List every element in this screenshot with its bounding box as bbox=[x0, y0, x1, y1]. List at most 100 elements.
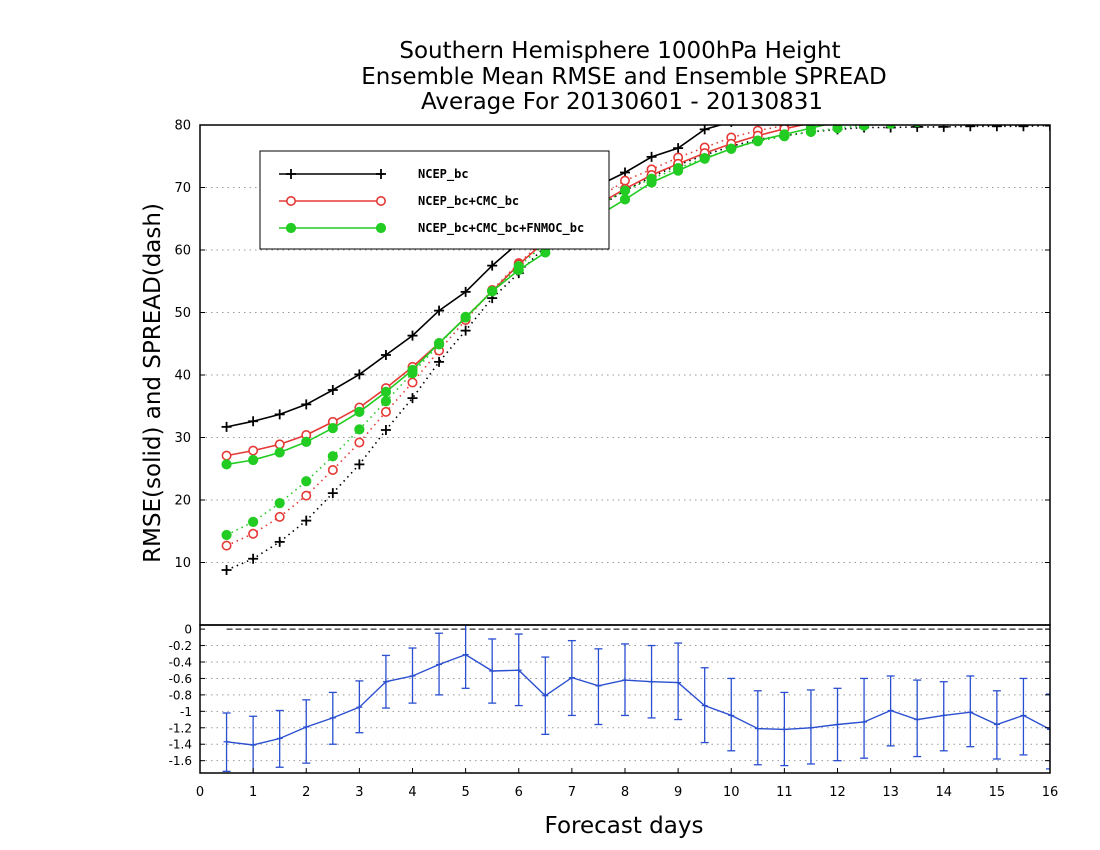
data-point-plus bbox=[568, 674, 575, 681]
y-tick-label: 50 bbox=[174, 306, 191, 321]
data-point-filled-circle bbox=[327, 451, 338, 462]
x-tick-label: 6 bbox=[515, 785, 523, 800]
data-point-open-circle bbox=[274, 511, 285, 522]
data-point-plus bbox=[859, 98, 869, 108]
data-point-plus bbox=[248, 416, 259, 427]
data-point-filled-circle bbox=[966, 95, 975, 104]
data-point-plus bbox=[1045, 76, 1055, 86]
x-tick-label: 12 bbox=[829, 785, 846, 800]
y-tick-label: 80 bbox=[174, 119, 191, 134]
legend-entry: NCEP_bc+CMC_bc bbox=[279, 194, 519, 209]
y-tick-label: -1.6 bbox=[169, 754, 192, 768]
data-point-plus bbox=[382, 678, 389, 685]
data-point-open-circle bbox=[221, 450, 232, 461]
data-point-plus bbox=[221, 421, 232, 432]
legend-label: NCEP_bc bbox=[418, 167, 469, 182]
x-tick-label: 15 bbox=[989, 785, 1006, 800]
data-point-filled-circle bbox=[380, 396, 392, 407]
data-point-plus bbox=[622, 677, 628, 684]
data-point-open-circle bbox=[833, 113, 841, 121]
data-point-filled-circle bbox=[886, 107, 895, 116]
series-line-rmse bbox=[226, 125, 724, 428]
y-tick-label: 20 bbox=[174, 494, 191, 509]
data-point-plus bbox=[276, 735, 283, 742]
data-point-open-circle bbox=[1019, 90, 1027, 98]
data-point-plus bbox=[887, 707, 894, 714]
data-point-filled-circle bbox=[885, 125, 896, 129]
data-point-plus bbox=[1020, 712, 1027, 719]
data-point-plus bbox=[436, 661, 443, 668]
data-point-open-circle bbox=[380, 406, 391, 417]
x-tick-label: 4 bbox=[408, 785, 416, 800]
data-point-filled-circle bbox=[1019, 90, 1028, 99]
series-line-spread bbox=[226, 125, 795, 547]
data-point-plus bbox=[967, 709, 974, 716]
data-point-filled-circle bbox=[248, 454, 259, 466]
x-axis-ticks: 0 1 2 3 4 5 6 7 8 9 10 11 12 13 14 15 16 bbox=[196, 768, 1058, 800]
data-point-filled-circle bbox=[354, 424, 365, 435]
x-tick-label: 0 bbox=[196, 785, 204, 800]
data-point-plus bbox=[274, 409, 285, 420]
data-point-filled-circle bbox=[752, 135, 763, 146]
x-tick-label: 11 bbox=[776, 785, 793, 800]
data-point-plus bbox=[329, 714, 336, 721]
data-point-filled-circle bbox=[619, 194, 631, 205]
data-point-plus bbox=[834, 721, 841, 728]
data-point-plus bbox=[250, 742, 257, 749]
series-line-rmse bbox=[226, 125, 806, 457]
data-point-open-circle bbox=[886, 110, 894, 118]
legend-label: NCEP_bc+CMC_bc bbox=[418, 194, 519, 209]
data-point-open-circle bbox=[1046, 88, 1054, 96]
data-point-plus bbox=[993, 721, 1000, 728]
data-point-plus bbox=[301, 515, 312, 526]
data-point-open-circle bbox=[886, 104, 894, 112]
data-point-filled-circle bbox=[460, 312, 471, 323]
data-point-open-circle bbox=[993, 91, 1001, 99]
y-tick-label: -0.8 bbox=[169, 688, 192, 702]
data-point-plus bbox=[912, 92, 922, 102]
data-point-plus bbox=[728, 712, 735, 719]
title-line-1: Southern Hemisphere 1000hPa Height bbox=[399, 38, 840, 64]
data-point-plus bbox=[301, 399, 312, 410]
data-point-filled-circle bbox=[939, 99, 948, 108]
x-tick-label: 9 bbox=[674, 785, 682, 800]
data-point-plus bbox=[327, 385, 338, 395]
error-bar bbox=[860, 677, 869, 759]
x-tick-label: 16 bbox=[1042, 785, 1059, 800]
data-point-open-circle bbox=[940, 97, 948, 105]
data-point-plus bbox=[515, 667, 522, 674]
x-tick-label: 5 bbox=[461, 785, 469, 800]
data-point-open-circle bbox=[248, 528, 259, 539]
data-point-filled-circle bbox=[221, 459, 232, 470]
data-point-open-circle bbox=[966, 94, 974, 102]
x-axis-label: Forecast days bbox=[545, 813, 704, 839]
y-tick-label: -0.2 bbox=[169, 639, 192, 653]
data-point-open-circle bbox=[285, 196, 296, 207]
data-point-open-circle bbox=[1019, 105, 1027, 113]
data-point-open-circle bbox=[860, 108, 868, 116]
data-point-plus bbox=[886, 95, 896, 105]
y-tick-label: -1.4 bbox=[169, 738, 192, 752]
data-point-filled-circle bbox=[407, 364, 418, 376]
data-point-filled-circle bbox=[941, 125, 947, 126]
data-point-filled-circle bbox=[805, 125, 817, 134]
data-point-plus bbox=[675, 679, 682, 686]
data-point-filled-circle bbox=[646, 177, 657, 188]
data-point-plus bbox=[807, 724, 814, 731]
data-point-plus bbox=[248, 553, 259, 564]
data-point-open-circle bbox=[248, 445, 259, 456]
data-point-filled-circle bbox=[301, 476, 312, 487]
x-tick-label: 2 bbox=[302, 785, 310, 800]
data-point-open-circle bbox=[993, 105, 1001, 113]
y-axis-label: RMSE(solid) and SPREAD(dash) bbox=[140, 203, 166, 563]
data-point-plus bbox=[965, 125, 976, 132]
data-point-plus bbox=[699, 125, 710, 135]
error-bar bbox=[302, 699, 311, 764]
data-point-plus bbox=[380, 350, 391, 360]
data-point-filled-circle bbox=[859, 112, 868, 121]
data-point-plus bbox=[354, 369, 365, 380]
data-point-filled-circle bbox=[274, 498, 285, 509]
legend-entry: NCEP_bc+CMC_bc+FNMOC_bc bbox=[279, 221, 584, 236]
data-point-plus bbox=[407, 393, 418, 404]
data-point-filled-circle bbox=[619, 185, 631, 196]
